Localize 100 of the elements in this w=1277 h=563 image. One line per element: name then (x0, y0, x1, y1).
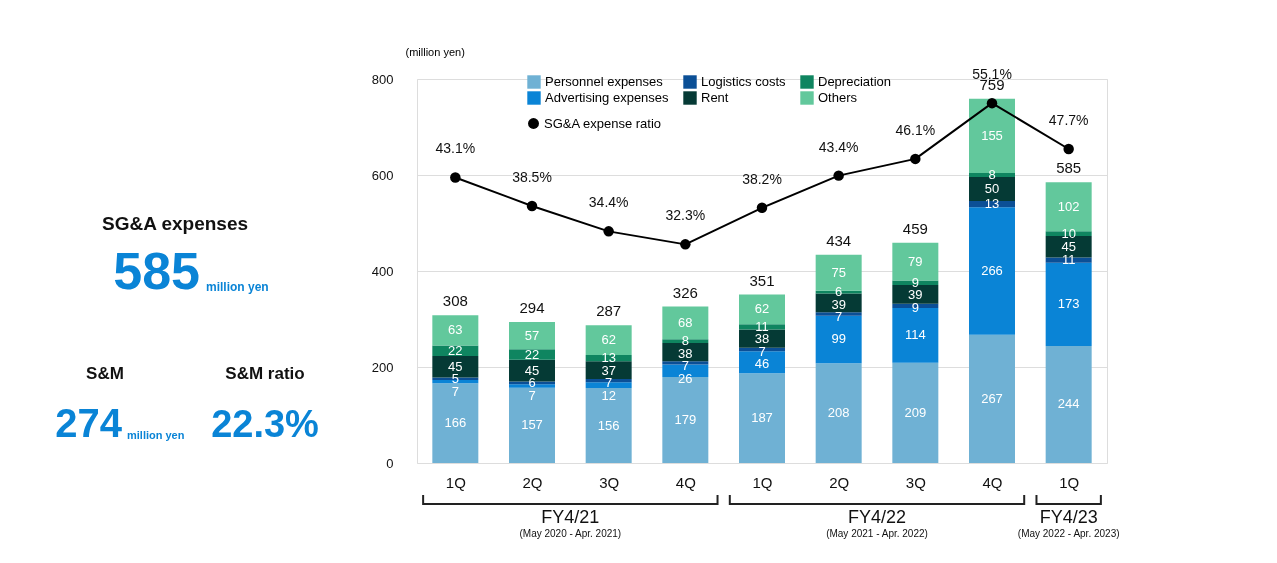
text: FY4/23 (1039, 507, 1098, 527)
data-label: 79 (908, 253, 923, 269)
data-label: 157 (521, 417, 543, 433)
data-label: 173 (1057, 296, 1080, 312)
y-tick-label: 600 (371, 167, 394, 183)
data-label: 209 (904, 404, 927, 420)
text: SG&A expenses (101, 213, 249, 234)
data-label: 8 (988, 167, 996, 182)
data-label: 46.1% (895, 121, 936, 138)
y-tick-label: 0 (386, 455, 394, 471)
data-label: 179 (674, 412, 697, 428)
x-tick-label: 3Q (905, 473, 926, 491)
legend-label: Advertising expenses (545, 90, 670, 105)
bar (969, 207, 1015, 335)
data-label: 13 (984, 196, 1000, 212)
bar (509, 321, 555, 350)
x-tick-label: 4Q (675, 473, 696, 491)
data-label: 45 (1061, 238, 1076, 254)
data-label: 68 (678, 314, 693, 330)
total-label: 351 (749, 271, 775, 289)
data-label: 187 (751, 410, 773, 426)
text: FY4/21 (541, 507, 600, 527)
bar (815, 363, 862, 463)
point (833, 170, 844, 181)
bar (1045, 262, 1092, 346)
data-label: 11 (755, 318, 769, 334)
bar (739, 373, 785, 463)
bar (585, 361, 632, 379)
data-label: 208 (827, 405, 850, 421)
text: (May 2020 - Apr. 2021) (519, 528, 622, 539)
data-label: 244 (1057, 396, 1080, 412)
data-label: 7 (681, 358, 689, 374)
data-label: 267 (981, 390, 1003, 406)
bar (892, 362, 939, 463)
bar (1045, 345, 1092, 463)
text: million yen (127, 429, 185, 441)
bar (432, 315, 479, 346)
text: 22.3% (211, 403, 319, 445)
total-label: 294 (519, 298, 545, 316)
bar (509, 387, 555, 463)
x-tick-label: 1Q (445, 473, 466, 491)
legend-label: Rent (701, 90, 729, 105)
x-tick-label: 1Q (752, 473, 773, 491)
total-label: 326 (672, 283, 698, 301)
data-label: 57 (524, 327, 540, 343)
data-label: 63 (448, 322, 463, 338)
data-label: 50 (984, 180, 1000, 196)
point (526, 200, 538, 212)
total-label: 585 (1056, 159, 1082, 177)
data-label: 32.3% (665, 207, 706, 224)
legend-label: Personnel expenses (545, 74, 664, 89)
data-label: 7 (835, 309, 843, 325)
data-label: 266 (981, 263, 1003, 278)
data-label: 62 (601, 332, 616, 348)
bar (585, 388, 632, 463)
data-label: 34.4% (588, 194, 629, 211)
data-label: 45 (524, 362, 540, 378)
legend-label: SG&A expense ratio (544, 115, 662, 131)
text: FY4/22 (847, 507, 907, 527)
data-label: 166 (444, 415, 467, 431)
text: 274 (55, 401, 123, 445)
y-tick-label: 200 (371, 359, 394, 375)
data-label: 10 (1061, 225, 1076, 241)
data-label: 156 (597, 417, 620, 433)
x-tick-label: 2Q (522, 473, 543, 491)
y-tick-label: 800 (371, 71, 394, 87)
data-label: 99 (831, 331, 846, 347)
point (1063, 143, 1074, 155)
text: S&M (86, 364, 124, 383)
data-label: 38.5% (512, 168, 552, 185)
data-label: 114 (904, 327, 926, 343)
text: million yen (206, 280, 269, 294)
y-axis-title: (million yen) (405, 45, 465, 58)
data-label: 155 (981, 127, 1003, 143)
point (756, 202, 768, 214)
data-label: 11 (1061, 252, 1076, 268)
point (910, 153, 921, 165)
x-tick-label: 4Q (982, 473, 1003, 491)
data-label: 9 (911, 274, 919, 290)
data-label: 45 (448, 358, 463, 374)
data-label: 62 (754, 301, 770, 317)
data-label: 22 (448, 342, 463, 358)
total-label: 308 (442, 292, 468, 310)
point (680, 239, 691, 250)
bar (585, 325, 632, 355)
bar (432, 383, 479, 463)
x-tick-label: 1Q (1059, 473, 1080, 491)
text: (May 2021 - Apr. 2022) (826, 528, 928, 539)
text: 585 (113, 242, 200, 300)
x-tick-label: 2Q (829, 473, 850, 491)
data-label: 102 (1057, 198, 1080, 214)
data-label: 75 (831, 264, 846, 280)
legend-label: Depreciation (818, 74, 891, 89)
bar (969, 334, 1015, 463)
data-label: 43.1% (435, 140, 476, 157)
bar (739, 324, 785, 330)
y-tick-label: 400 (371, 263, 394, 279)
text: (May 2022 - Apr. 2023) (1017, 528, 1120, 539)
legend-label: Logistics costs (701, 74, 787, 89)
x-tick-label: 3Q (599, 473, 620, 491)
